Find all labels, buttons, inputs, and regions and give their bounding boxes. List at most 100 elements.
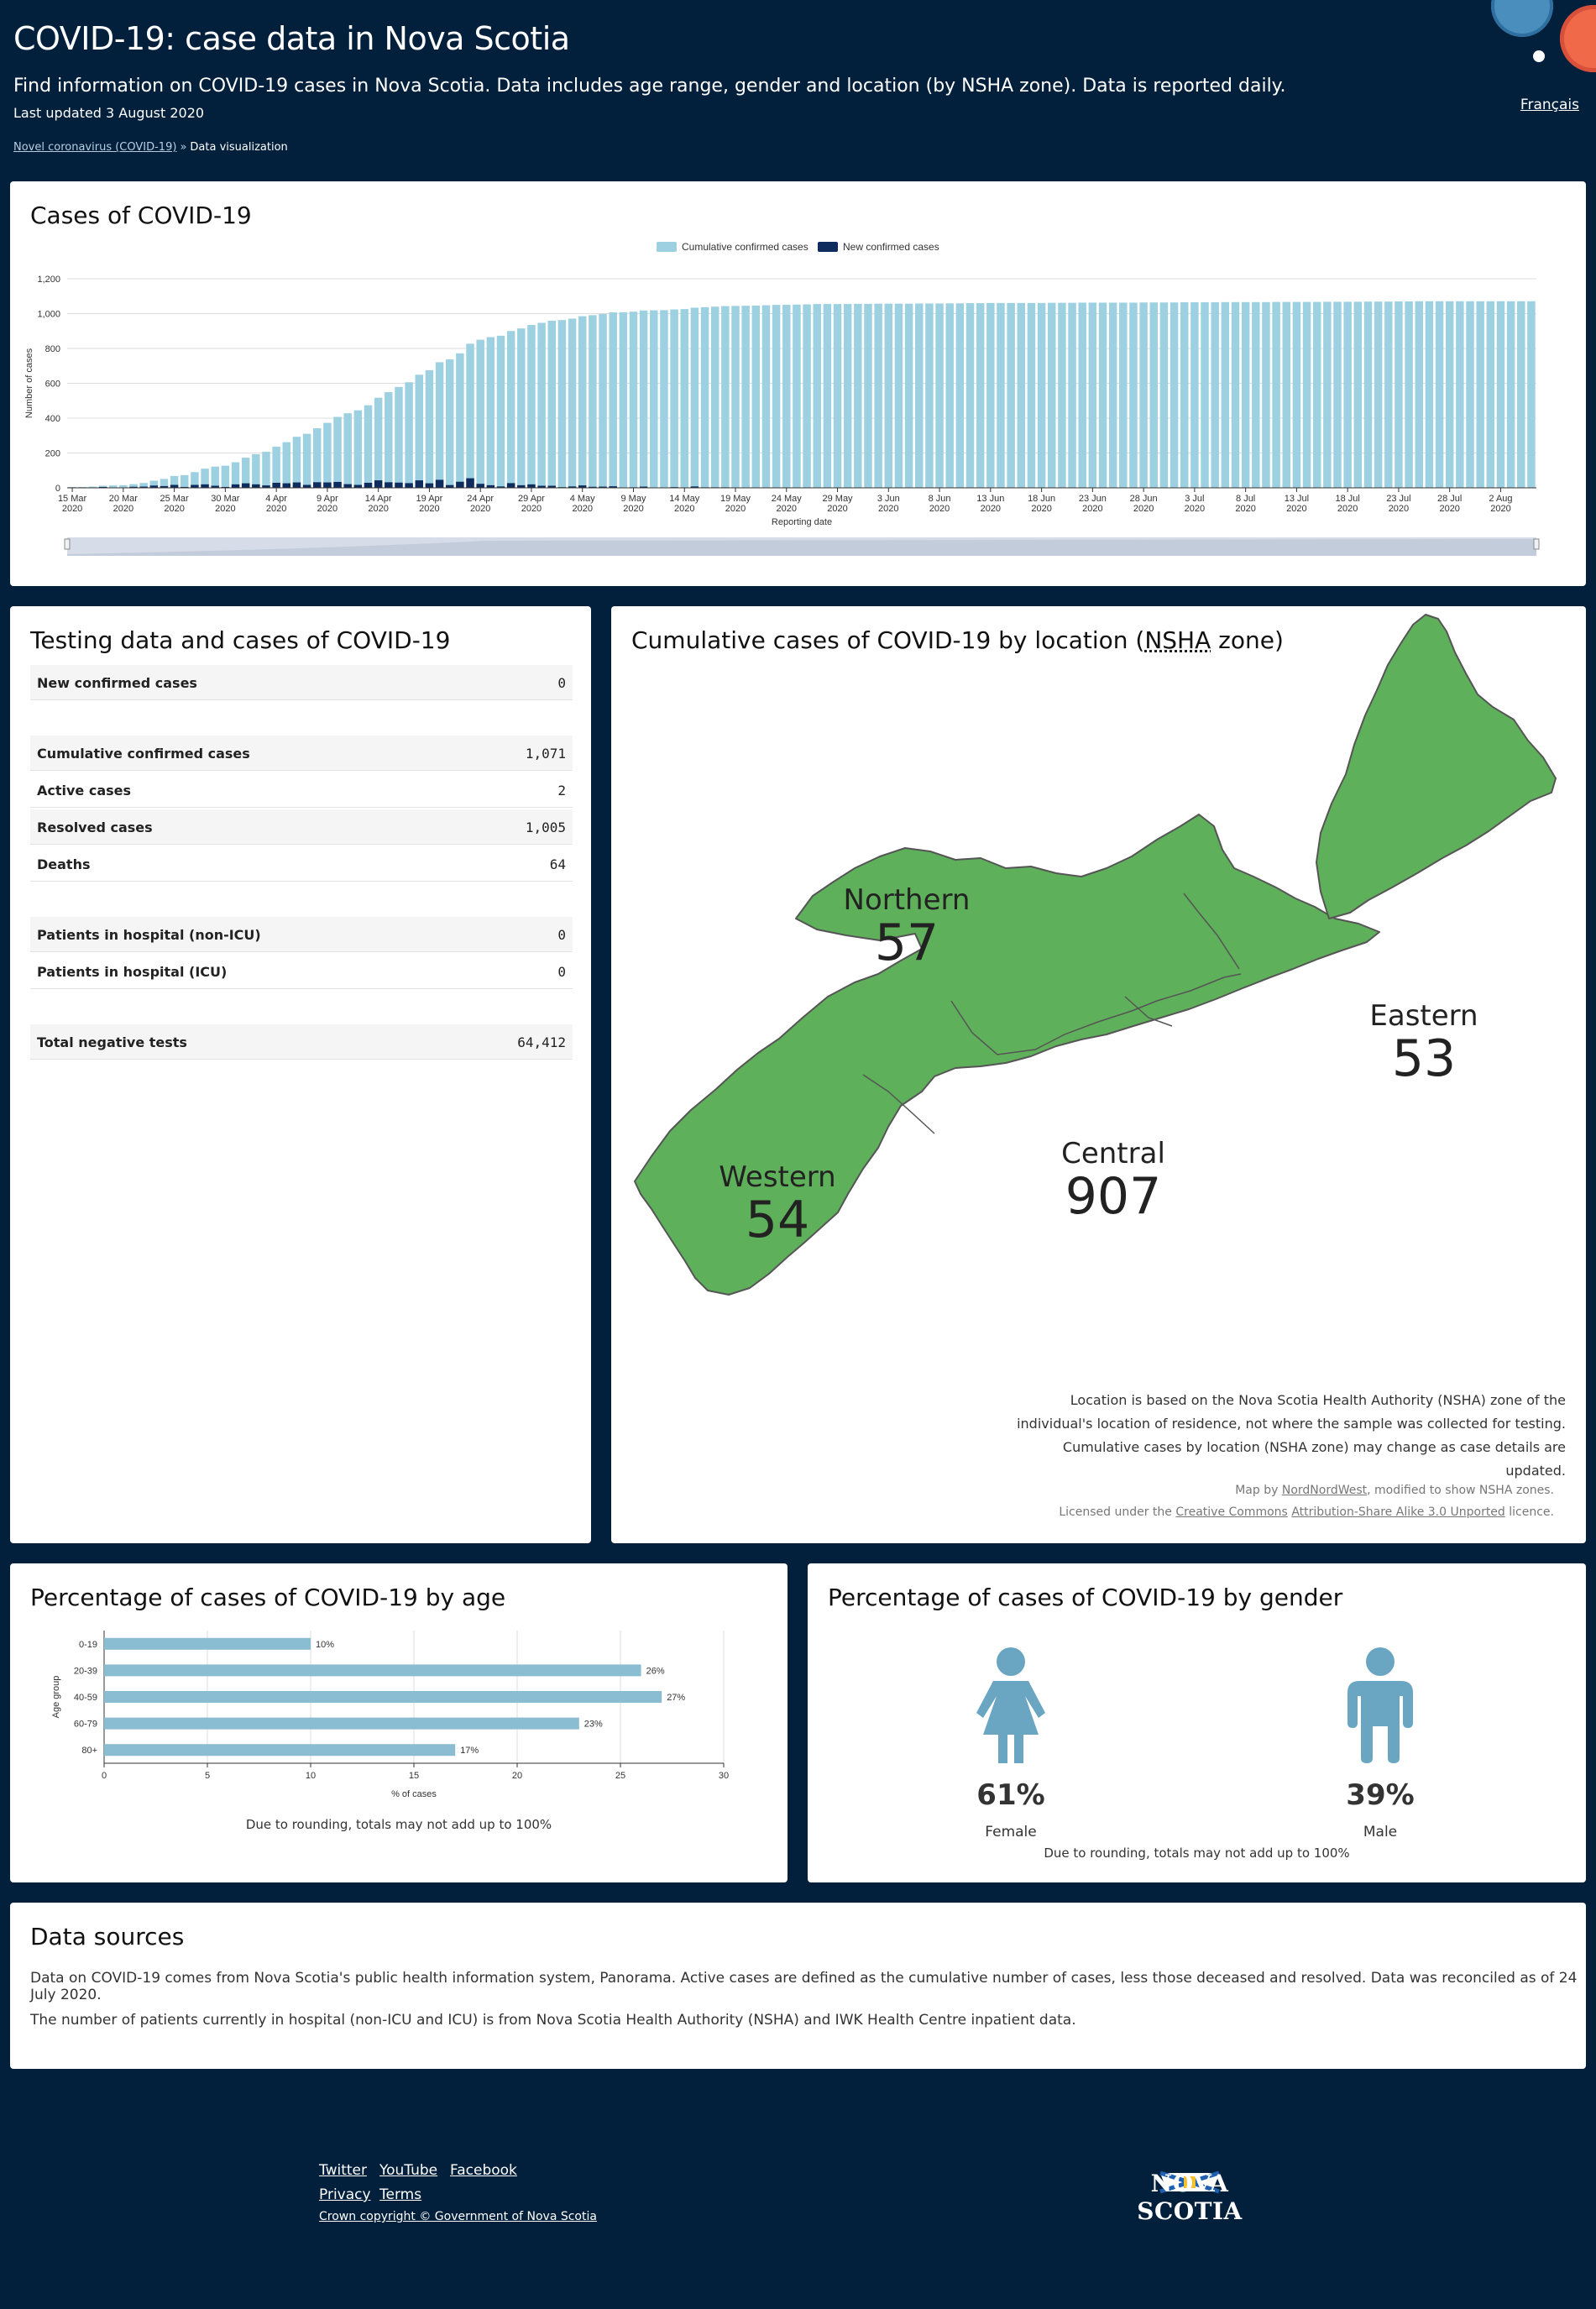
cumulative-bar bbox=[966, 303, 974, 488]
x-tick-year: 2020 bbox=[470, 504, 490, 514]
category-label: 80+ bbox=[81, 1746, 97, 1756]
cumulative-bar bbox=[1313, 302, 1321, 488]
x-tick-label: 13 Jul bbox=[1285, 494, 1309, 504]
copyright-link[interactable]: Crown copyright © Government of Nova Sco… bbox=[319, 2210, 597, 2223]
data-sources-card: Data sources Data on COVID-19 comes from… bbox=[10, 1903, 1586, 2069]
cumulative-bar bbox=[1395, 301, 1402, 488]
testing-data-title: Testing data and cases of COVID-19 bbox=[30, 626, 450, 654]
cumulative-bar bbox=[558, 320, 566, 488]
x-tick-label: 3 Jun bbox=[877, 494, 900, 504]
facebook-link[interactable]: Facebook bbox=[450, 2162, 517, 2179]
twitter-link[interactable]: Twitter bbox=[319, 2162, 367, 2179]
female-icon bbox=[965, 1647, 1057, 1765]
bar-series bbox=[68, 301, 1535, 488]
new-bar bbox=[170, 484, 178, 488]
map-credit: Map by NordNordWest, modified to show NS… bbox=[1059, 1479, 1554, 1523]
cumulative-bar bbox=[813, 304, 820, 488]
licence-prefix: Licensed under the bbox=[1059, 1505, 1175, 1519]
nova-scotia-logo[interactable]: NOVA SCOTIA bbox=[1102, 2166, 1278, 2225]
cumulative-bar bbox=[252, 454, 259, 488]
cumulative-bar bbox=[232, 462, 239, 488]
youtube-link[interactable]: YouTube bbox=[379, 2162, 437, 2179]
x-tick-year: 2020 bbox=[1286, 504, 1306, 514]
cumulative-bar bbox=[466, 343, 474, 488]
cumulative-bar bbox=[905, 304, 913, 488]
data-sources-paragraph-2: The number of patients currently in hosp… bbox=[30, 2012, 1076, 2029]
row-label: Total negative tests bbox=[37, 1034, 187, 1050]
y-tick-label: 800 bbox=[45, 344, 60, 354]
new-bar bbox=[374, 480, 382, 488]
x-tick-year: 2020 bbox=[1389, 504, 1409, 514]
breadcrumb-parent-link[interactable]: Novel coronavirus (COVID-19) bbox=[13, 141, 176, 154]
x-tick-year: 2020 bbox=[777, 504, 797, 514]
male-label: Male bbox=[1296, 1824, 1464, 1840]
cumulative-bar bbox=[997, 303, 1004, 488]
x-tick-label: 19 Apr bbox=[416, 494, 443, 504]
cumulative-bar bbox=[1190, 302, 1198, 488]
x-tick-label: 9 May bbox=[620, 494, 646, 504]
x-tick-year: 2020 bbox=[1031, 504, 1051, 514]
y-tick-label: 600 bbox=[45, 380, 60, 390]
x-tick-label: 15 Mar bbox=[58, 494, 87, 504]
cumulative-bar bbox=[272, 447, 280, 488]
cumulative-bar bbox=[1507, 301, 1515, 488]
cumulative-bar bbox=[374, 398, 382, 488]
privacy-link[interactable]: Privacy bbox=[319, 2186, 371, 2203]
cumulative-bar bbox=[1405, 301, 1412, 488]
x-tick-label: 14 Apr bbox=[365, 494, 392, 504]
data-sources-title: Data sources bbox=[30, 1923, 184, 1950]
cumulative-bar bbox=[1364, 301, 1372, 488]
cumulative-bar bbox=[405, 382, 412, 488]
cumulative-bar bbox=[670, 310, 678, 488]
cumulative-bar bbox=[436, 362, 443, 488]
cumulative-bar bbox=[1354, 301, 1362, 488]
new-bar bbox=[527, 484, 535, 488]
location-map-card: Cumulative cases of COVID-19 by location… bbox=[611, 606, 1586, 1543]
legend-swatch bbox=[818, 242, 838, 252]
x-tick-year: 2020 bbox=[572, 504, 592, 514]
cumulative-bar bbox=[1283, 302, 1290, 488]
table-row-new-confirmed: New confirmed cases 0 bbox=[30, 665, 573, 700]
row-label: New confirmed cases bbox=[37, 675, 197, 691]
x-tick-year: 2020 bbox=[368, 504, 388, 514]
cumulative-bar bbox=[824, 304, 831, 488]
cumulative-bar bbox=[925, 303, 933, 488]
cumulative-bar bbox=[385, 392, 392, 488]
creative-commons-link[interactable]: Creative Commons bbox=[1175, 1505, 1288, 1519]
x-tick-year: 2020 bbox=[1082, 504, 1102, 514]
row-label: Deaths bbox=[37, 856, 91, 872]
table-row-resolved: Resolved cases 1,005 bbox=[30, 809, 573, 845]
cumulative-bar bbox=[283, 442, 290, 488]
x-tick-year: 2020 bbox=[164, 504, 184, 514]
cumulative-bar bbox=[1119, 302, 1127, 488]
new-bar bbox=[201, 484, 208, 488]
cumulative-bar bbox=[609, 312, 616, 488]
data-label: 26% bbox=[646, 1666, 665, 1676]
licence-name-link[interactable]: Attribution-Share Alike 3.0 Unported bbox=[1291, 1505, 1505, 1519]
cumulative-bar bbox=[803, 305, 810, 488]
table-row-active: Active cases 2 bbox=[30, 772, 573, 808]
cumulative-bar bbox=[721, 306, 729, 488]
gender-chart-title: Percentage of cases of COVID-19 by gende… bbox=[828, 1584, 1342, 1611]
new-bar bbox=[232, 484, 239, 488]
x-tick-label: 0 bbox=[102, 1771, 107, 1781]
x-tick-year: 2020 bbox=[419, 504, 439, 514]
cumulative-bar bbox=[640, 311, 647, 488]
x-tick-year: 2020 bbox=[878, 504, 898, 514]
table-row-cumulative-confirmed: Cumulative confirmed cases 1,071 bbox=[30, 736, 573, 771]
last-updated: Last updated 3 August 2020 bbox=[13, 105, 204, 121]
language-toggle-link[interactable]: Français bbox=[1520, 97, 1579, 113]
table-row-deaths: Deaths 64 bbox=[30, 846, 573, 882]
data-label: 27% bbox=[667, 1693, 685, 1703]
x-tick-label: 25 Mar bbox=[160, 494, 189, 504]
x-tick-label: 18 Jul bbox=[1335, 494, 1359, 504]
x-tick-label: 24 May bbox=[772, 494, 803, 504]
cumulative-bar bbox=[1150, 302, 1158, 488]
legend-swatch bbox=[657, 242, 677, 252]
cumulative-bar bbox=[762, 306, 770, 488]
licence-suffix: licence. bbox=[1505, 1505, 1554, 1519]
x-tick-year: 2020 bbox=[1337, 504, 1358, 514]
terms-link[interactable]: Terms bbox=[379, 2186, 421, 2203]
cumulative-bar bbox=[1426, 301, 1433, 488]
credit-author-link[interactable]: NordNordWest bbox=[1282, 1484, 1367, 1497]
